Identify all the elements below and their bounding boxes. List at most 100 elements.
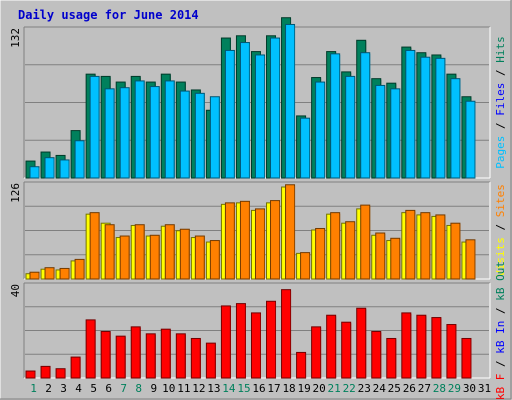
legend-entry: / — [494, 63, 507, 83]
bar-pages-day-4 — [74, 140, 85, 179]
bar-sites-day-7 — [119, 235, 130, 280]
day-label-4: 4 — [75, 382, 82, 395]
bar-sites-day-28 — [435, 214, 446, 280]
bar-pages-day-29 — [450, 78, 461, 179]
bar-pages-day-13 — [209, 96, 220, 179]
bar-sites-day-2 — [44, 267, 55, 280]
bar-kb-f-day-21 — [326, 314, 337, 379]
bar-sites-day-12 — [194, 235, 205, 280]
day-label-25: 25 — [388, 382, 401, 395]
bar-pages-day-16 — [254, 54, 265, 179]
bar-sites-day-20 — [315, 227, 326, 280]
bar-kb-f-day-18 — [281, 289, 292, 379]
bar-sites-day-14 — [224, 202, 235, 280]
bar-sites-day-15 — [239, 200, 250, 280]
bar-pages-day-2 — [44, 157, 55, 179]
legend-visits: Visits / Sites — [494, 184, 507, 277]
day-label-16: 16 — [252, 382, 265, 395]
legend-entry: / — [494, 301, 507, 321]
bar-sites-day-13 — [209, 240, 220, 280]
bar-kb-f-day-7 — [115, 335, 126, 379]
bar-kb-f-day-28 — [431, 317, 442, 379]
bar-kb-f-day-22 — [341, 321, 352, 379]
bar-kb-f-day-24 — [371, 331, 382, 379]
bar-sites-day-21 — [330, 212, 341, 280]
bar-kb-f-day-20 — [311, 326, 322, 379]
panel-visits: 126 Visits / Sites — [9, 181, 507, 280]
legend-entry: Sites — [494, 184, 507, 217]
bar-sites-day-18 — [285, 184, 296, 280]
legend-entry: / — [494, 217, 507, 237]
bar-kb-f-day-15 — [235, 303, 246, 379]
bar-kb-f-day-1 — [25, 370, 36, 379]
bar-kb-f-day-25 — [386, 337, 397, 379]
day-label-19: 19 — [297, 382, 310, 395]
day-label-23: 23 — [358, 382, 371, 395]
chart-title: Daily usage for June 2014 — [18, 8, 199, 22]
day-label-15: 15 — [237, 382, 250, 395]
bar-kb-f-day-10 — [160, 328, 171, 379]
bar-sites-day-26 — [405, 209, 416, 280]
bar-pages-day-21 — [330, 53, 341, 179]
bar-sites-day-10 — [164, 224, 175, 280]
x-axis-day-labels: 1 2 3 4 5 6 7 8 9 10 11 12 13 14 15 16 17 18 19 20 21 22 23 24 2… — [30, 382, 491, 395]
day-label-10: 10 — [162, 382, 175, 395]
bar-pages-day-30 — [465, 100, 476, 179]
y-max-label: 40 — [9, 284, 22, 297]
bar-pages-day-11 — [179, 90, 190, 179]
bar-pages-day-1 — [29, 166, 40, 179]
bar-pages-day-20 — [315, 81, 326, 179]
legend-entry: kB In — [494, 321, 507, 354]
bar-kb-f-day-11 — [175, 333, 186, 379]
day-label-14: 14 — [222, 382, 236, 395]
day-label-13: 13 — [207, 382, 220, 395]
day-label-21: 21 — [328, 382, 341, 395]
legend-entry: Hits — [494, 36, 507, 63]
bar-sites-day-16 — [254, 208, 265, 280]
bar-sites-day-8 — [134, 224, 145, 280]
bar-kb-f-day-4 — [70, 356, 81, 379]
bar-pages-day-24 — [375, 84, 386, 179]
day-label-20: 20 — [313, 382, 326, 395]
bar-kb-f-day-8 — [130, 326, 141, 379]
bar-sites-day-17 — [270, 200, 281, 280]
legend-entry: Visits — [494, 237, 507, 277]
bar-pages-day-27 — [420, 56, 431, 179]
legend-entry: / — [494, 116, 507, 136]
day-label-12: 12 — [192, 382, 205, 395]
bar-sites-day-24 — [375, 232, 386, 280]
y-max-label: 126 — [9, 183, 22, 203]
bar-kb-f-day-14 — [220, 305, 231, 379]
day-label-3: 3 — [60, 382, 67, 395]
bar-pages-day-26 — [405, 49, 416, 179]
bar-kb-f-day-9 — [145, 333, 156, 379]
day-label-2: 2 — [45, 382, 52, 395]
day-label-5: 5 — [90, 382, 97, 395]
bar-kb-f-day-26 — [401, 312, 412, 379]
bar-pages-day-28 — [435, 57, 446, 179]
bar-kb-f-day-23 — [356, 307, 367, 379]
bar-kb-f-day-2 — [40, 365, 51, 379]
bar-kb-f-day-13 — [205, 342, 216, 379]
bar-sites-day-25 — [390, 237, 401, 280]
bar-pages-day-9 — [149, 86, 160, 179]
day-label-9: 9 — [150, 382, 157, 395]
bar-pages-day-22 — [345, 75, 356, 179]
panel-kbytes: 40 kB F / kB In / kB Out — [9, 261, 507, 400]
bar-sites-day-11 — [179, 228, 190, 280]
bar-pages-day-3 — [59, 159, 70, 179]
legend-entry: kB Out — [494, 261, 507, 301]
bar-kb-f-day-17 — [266, 300, 277, 379]
bar-sites-day-6 — [104, 224, 115, 280]
legend-kbytes: kB F / kB In / kB Out — [494, 261, 507, 400]
bar-sites-day-19 — [300, 252, 311, 280]
bar-pages-day-15 — [239, 42, 250, 179]
bar-sites-day-23 — [360, 204, 371, 280]
bar-pages-day-25 — [390, 88, 401, 179]
bar-sites-day-1 — [29, 271, 40, 280]
bar-pages-day-17 — [270, 37, 281, 179]
bar-pages-day-6 — [104, 88, 115, 179]
bar-kb-f-day-27 — [416, 314, 427, 379]
